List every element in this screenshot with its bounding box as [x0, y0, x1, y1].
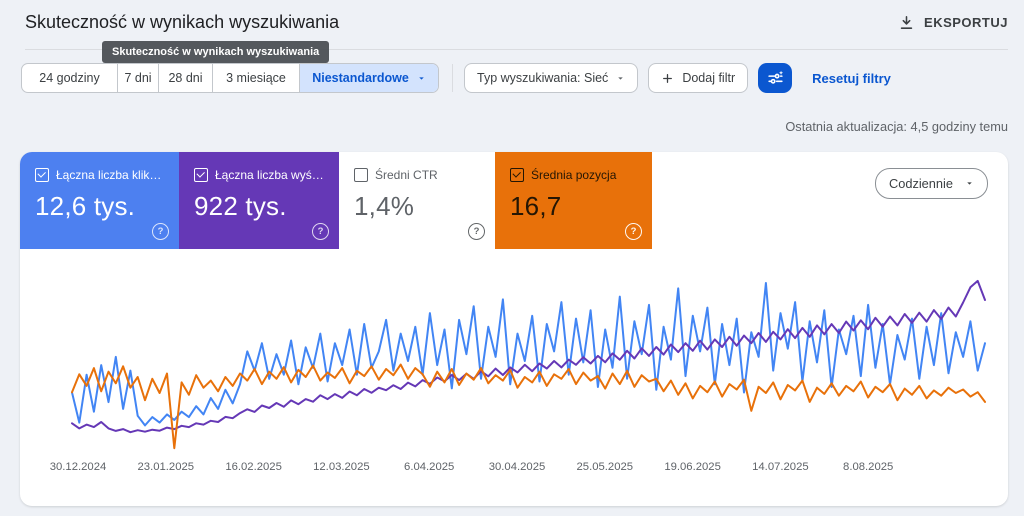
download-icon — [900, 16, 913, 29]
chart-line-position — [71, 363, 986, 450]
x-axis-label: 25.05.2025 — [576, 461, 634, 473]
help-icon[interactable]: ? — [152, 223, 169, 240]
metric-label: Łączna liczba wyś… — [215, 168, 324, 182]
header-divider — [25, 49, 1008, 50]
x-axis-label: 12.03.2025 — [313, 461, 370, 473]
checkbox-icon[interactable] — [35, 168, 49, 182]
filter-separator — [452, 64, 453, 92]
chart-line-clicks — [71, 282, 986, 427]
tune-sparkle-icon — [767, 70, 783, 84]
date-range-24h[interactable]: 24 godziny — [22, 64, 118, 92]
date-range-28d[interactable]: 28 dni — [159, 64, 213, 92]
metric-value: 922 tys. — [194, 191, 287, 221]
metric-label: Średnia pozycja — [531, 168, 617, 182]
date-range-segmented: 24 godziny 7 dni 28 dni 3 miesiące Niest… — [21, 63, 439, 93]
x-axis-label: 19.06.2025 — [664, 461, 721, 473]
metric-cards-row: Łączna liczba klik… 12,6 tys. ? Łączna l… — [20, 152, 652, 249]
reset-filters-link[interactable]: Resetuj filtry — [812, 70, 891, 86]
performance-chart[interactable] — [20, 260, 1008, 460]
metric-label: Średni CTR — [375, 168, 438, 182]
chart-canvas — [71, 279, 986, 450]
metric-value: 12,6 tys. — [35, 191, 136, 221]
checkbox-icon[interactable] — [354, 168, 368, 182]
page-title: Skuteczność w wynikach wyszukiwania — [25, 12, 340, 32]
x-axis-label: 16.02.2025 — [225, 461, 282, 473]
export-label: EKSPORTUJ — [924, 15, 1008, 30]
x-axis-label: 23.01.2025 — [137, 461, 195, 473]
tooltip: Skuteczność w wynikach wyszukiwania — [102, 41, 330, 63]
date-range-3m[interactable]: 3 miesiące — [213, 64, 300, 92]
x-axis-label: 30.12.2024 — [49, 461, 107, 473]
filter-chips-row: Typ wyszukiwania: Sieć Dodaj filtr Reset… — [464, 63, 891, 93]
date-range-7d[interactable]: 7 dni — [118, 64, 159, 92]
metric-card-position[interactable]: Średnia pozycja 16,7 ? — [495, 152, 652, 249]
chevron-down-icon — [618, 76, 624, 80]
export-button[interactable]: EKSPORTUJ — [898, 14, 1008, 31]
chevron-down-icon — [419, 76, 424, 80]
granularity-dropdown[interactable]: Codziennie — [874, 168, 988, 199]
chart-line-impressions — [71, 279, 986, 434]
metric-card-ctr[interactable]: Średni CTR 1,4% ? — [339, 152, 495, 249]
help-icon[interactable]: ? — [468, 223, 485, 240]
metric-value: 16,7 — [510, 191, 562, 221]
checkbox-icon[interactable] — [194, 168, 208, 182]
last-update-text: Ostatnia aktualizacja: 4,5 godziny temu — [785, 119, 1008, 134]
filter-tune-button[interactable] — [758, 63, 793, 93]
custom-range-label: Niestandardowe — [312, 71, 409, 85]
help-icon[interactable]: ? — [312, 223, 329, 240]
x-axis-label: 8.08.2025 — [843, 461, 894, 473]
search-type-label: Typ wyszukiwania: Sieć — [477, 71, 609, 85]
x-axis-label: 14.07.2025 — [752, 461, 809, 473]
performance-panel: Łączna liczba klik… 12,6 tys. ? Łączna l… — [20, 152, 1008, 506]
chart-x-axis: 30.12.2024 23.01.2025 16.02.2025 12.03.2025… — [20, 461, 1008, 479]
checkbox-icon[interactable] — [510, 168, 524, 182]
metric-value: 1,4% — [354, 191, 415, 221]
chevron-down-icon — [967, 182, 972, 185]
metric-card-impressions[interactable]: Łączna liczba wyś… 922 tys. ? — [179, 152, 339, 249]
add-filter-chip[interactable]: Dodaj filtr — [648, 63, 749, 93]
help-icon[interactable]: ? — [625, 223, 642, 240]
granularity-label: Codziennie — [888, 176, 953, 191]
metric-label: Łączna liczba klik… — [56, 168, 162, 182]
x-axis-label: 30.04.2025 — [488, 461, 546, 473]
x-axis-label: 6.04.2025 — [404, 461, 455, 473]
metric-card-clicks[interactable]: Łączna liczba klik… 12,6 tys. ? — [20, 152, 179, 249]
date-range-custom[interactable]: Niestandardowe — [300, 64, 438, 92]
search-type-chip[interactable]: Typ wyszukiwania: Sieć — [464, 63, 639, 93]
plus-icon — [663, 73, 673, 83]
add-filter-label: Dodaj filtr — [682, 71, 736, 85]
